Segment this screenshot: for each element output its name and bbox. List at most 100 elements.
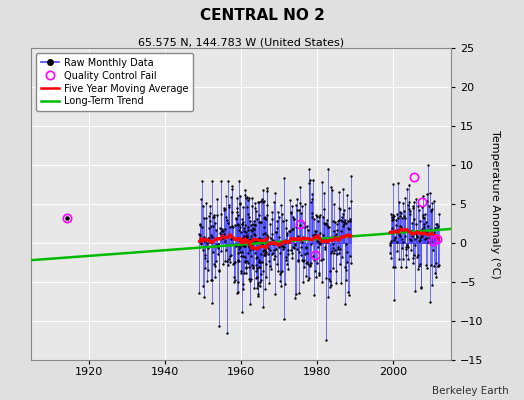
Point [411,288,419,294]
Point [314,218,322,224]
Point [421,227,429,234]
Point [216,178,225,184]
Point [400,215,409,222]
Point [305,274,313,281]
Point [313,213,321,220]
Point [269,236,278,243]
Point [429,246,438,253]
Point [210,214,218,220]
Point [325,224,333,231]
Point [205,218,214,225]
Point [200,215,209,221]
Point [426,226,434,232]
Point [414,252,422,258]
Point [260,198,268,204]
Point [242,195,250,202]
Point [235,242,243,249]
Point [392,229,400,235]
Point [264,234,272,240]
Point [333,244,342,250]
Point [423,228,432,235]
Point [330,228,339,234]
Point [406,236,414,242]
Point [335,189,343,196]
Point [268,215,276,222]
Point [286,197,294,203]
Point [199,234,208,240]
Point [291,202,300,208]
Point [344,217,352,224]
Point [218,226,226,233]
Point [259,267,267,274]
Point [231,259,239,265]
Point [406,211,414,218]
Point [252,274,260,281]
Point [391,234,399,240]
Point [243,194,252,200]
Point [291,294,300,301]
Point [301,251,309,258]
Point [337,217,346,224]
Point [254,199,262,205]
Point [243,234,251,240]
Point [263,240,271,246]
Point [286,235,294,242]
Point [230,274,238,280]
Point [232,216,240,223]
Point [215,323,223,330]
Point [254,199,263,206]
Point [202,215,210,222]
Point [196,220,204,227]
Point [404,244,412,250]
Point [215,236,224,243]
Point [434,262,442,269]
Point [308,196,316,202]
Point [220,205,228,212]
Point [280,316,288,322]
Point [244,250,253,256]
Point [233,204,242,211]
Point [206,203,214,210]
Point [308,214,316,220]
Point [235,226,243,233]
Point [244,211,252,217]
Point [237,221,246,228]
Point [392,217,400,223]
Point [391,222,400,229]
Point [418,204,427,210]
Point [250,226,258,232]
Point [203,245,212,252]
Point [198,178,206,184]
Point [343,249,352,256]
Point [253,285,261,291]
Point [323,222,331,228]
Point [276,278,285,284]
Point [228,234,237,240]
Point [296,222,304,229]
Point [407,236,416,243]
Point [416,237,424,243]
Point [263,232,271,239]
Point [339,186,347,192]
Point [227,252,235,258]
Point [305,180,313,186]
Point [272,229,280,235]
Point [278,246,287,252]
Point [395,199,403,205]
Point [217,232,226,238]
Point [326,250,335,256]
Point [236,192,244,199]
Point [320,221,329,227]
Point [280,175,288,181]
Point [305,177,314,183]
Point [247,276,255,282]
Point [417,284,425,291]
Point [236,244,245,250]
Point [403,227,411,234]
Point [275,214,283,220]
Point [271,253,279,260]
Point [423,198,431,205]
Point [312,228,320,234]
Point [216,224,224,231]
Point [257,251,265,258]
